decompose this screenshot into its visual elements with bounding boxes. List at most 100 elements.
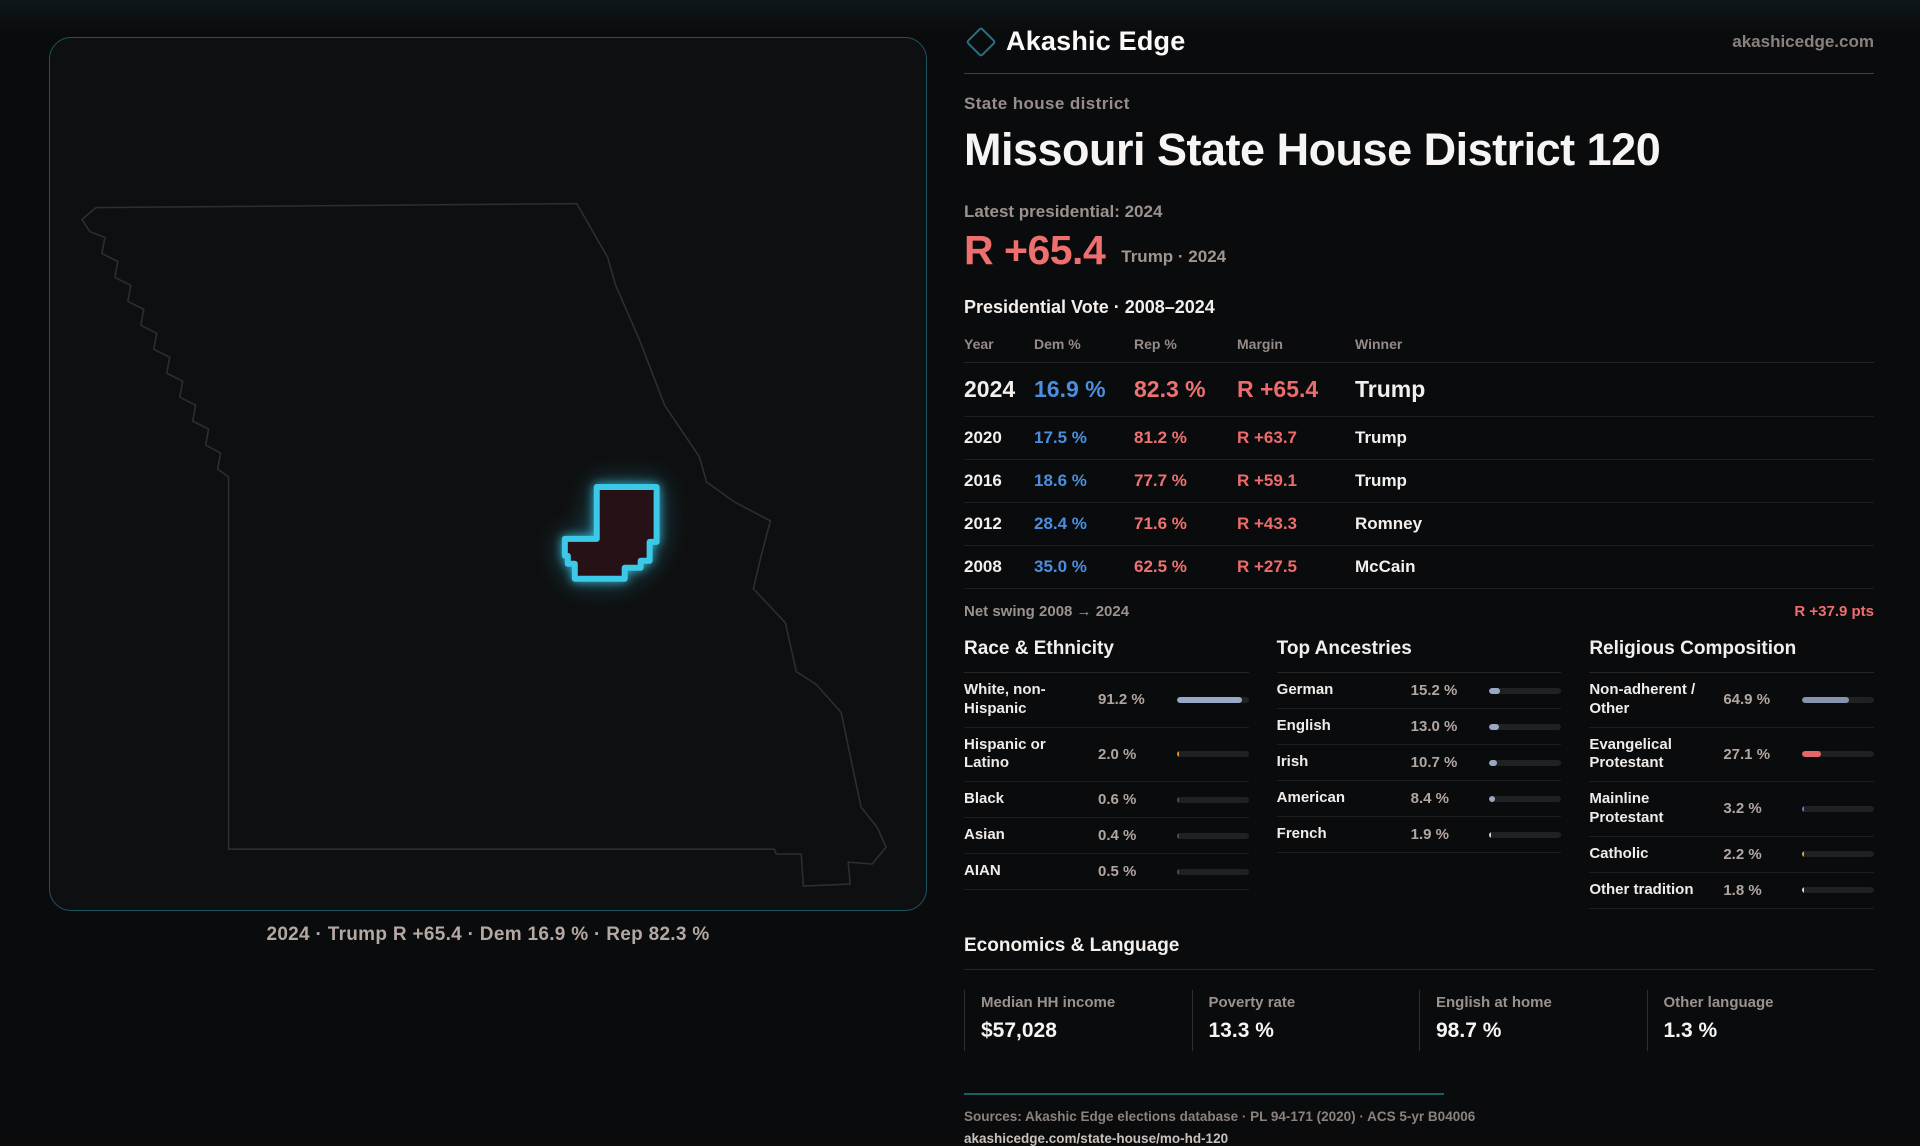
demographic-section: Religious Composition Non-adherent / Othe… xyxy=(1589,638,1874,909)
brand-domain-link[interactable]: akashicedge.com xyxy=(1732,31,1874,51)
headline: R +65.4 Trump · 2024 xyxy=(964,230,1874,271)
demographic-row: Other tradition 1.8 % xyxy=(1589,873,1874,909)
demographic-value: 3.2 % xyxy=(1723,800,1762,818)
economics-stat: Median HH income $57,028 xyxy=(964,989,1192,1051)
headline-margin: R +65.4 xyxy=(964,227,1106,273)
vote-cell-rep: 81.2 % xyxy=(1134,428,1187,447)
demographic-bar-track xyxy=(1176,796,1249,803)
demographic-bar-track xyxy=(1801,851,1874,857)
vote-column-header: Rep % xyxy=(1134,336,1177,352)
demographic-label: Asian xyxy=(964,826,1005,844)
demographic-bar-fill xyxy=(1801,851,1804,857)
demographic-bar-track xyxy=(1176,868,1249,875)
vote-column-header: Margin xyxy=(1237,336,1283,352)
vote-cell-winner: McCain xyxy=(1355,557,1416,576)
demographic-bar-track xyxy=(1489,759,1562,766)
demographic-value: 0.5 % xyxy=(1098,863,1137,880)
vote-cell-rep: 71.6 % xyxy=(1134,514,1187,533)
vote-cell-rep: 62.5 % xyxy=(1134,557,1187,576)
demographic-value: 13.0 % xyxy=(1410,718,1458,735)
economics-stat-label: Median HH income xyxy=(981,993,1116,1011)
district-map-panel xyxy=(49,37,927,911)
demographic-bar-fill xyxy=(1489,831,1492,838)
demographic-row: French 1.9 % xyxy=(1276,817,1562,853)
missouri-map xyxy=(81,202,887,887)
demographic-label: German xyxy=(1276,681,1334,699)
demographic-bar-fill xyxy=(1489,723,1499,730)
vote-cell-winner: Trump xyxy=(1355,376,1426,402)
demographic-label: Evangelical Protestant xyxy=(1589,735,1672,772)
demographic-value: 1.8 % xyxy=(1723,881,1762,899)
demographic-bar-track xyxy=(1176,696,1249,703)
detail-panel: Akashic Edge akashicedge.com State house… xyxy=(964,25,1875,1146)
economics-stat-value: 1.3 % xyxy=(1663,1018,1718,1042)
vote-table-row: 2020 17.5 % 81.2 % R +63.7 Trump xyxy=(964,417,1874,460)
demographic-value: 2.2 % xyxy=(1723,845,1762,863)
demographic-label: Irish xyxy=(1276,753,1309,771)
demographic-bar-fill xyxy=(1176,696,1243,703)
demographic-value: 0.4 % xyxy=(1098,827,1137,844)
demographic-row: Black 0.6 % xyxy=(964,782,1249,818)
demographic-value: 27.1 % xyxy=(1723,745,1771,763)
vote-cell-year: 2024 xyxy=(964,376,1016,402)
demographic-bar-track xyxy=(1176,832,1249,839)
demographic-bar-fill xyxy=(1801,751,1822,758)
vote-table: Year Dem % Rep % Margin Winner 2024 16.9 % 82.… xyxy=(964,330,1874,589)
demographic-bar-track xyxy=(1176,751,1249,758)
economics-stat: Other language 1.3 % xyxy=(1646,989,1875,1051)
net-swing-value: R +37.9 pts xyxy=(1794,603,1874,620)
demographic-value: 10.7 % xyxy=(1410,754,1458,771)
vote-column-header: Year xyxy=(964,336,994,352)
demographic-bar-fill xyxy=(1176,751,1179,758)
vote-cell-rep: 77.7 % xyxy=(1134,471,1187,490)
demographic-label: French xyxy=(1276,825,1327,843)
map-caption: 2024 · Trump R +65.4 · Dem 16.9 % · Rep … xyxy=(266,924,710,945)
vote-table-row: 2008 35.0 % 62.5 % R +27.5 McCain xyxy=(964,546,1874,589)
economics-stat: English at home 98.7 % xyxy=(1419,989,1647,1051)
demographic-value: 8.4 % xyxy=(1410,790,1450,807)
economics-stat-label: Poverty rate xyxy=(1208,993,1296,1011)
net-swing-label: Net swing 2008 → 2024 xyxy=(964,603,1130,620)
demographic-label: Other tradition xyxy=(1589,880,1694,898)
demographic-row: Asian 0.4 % xyxy=(964,818,1249,854)
demographic-value: 64.9 % xyxy=(1723,691,1771,709)
demographic-bar-fill xyxy=(1801,696,1849,703)
demographic-bar-fill xyxy=(1489,795,1496,802)
economics-grid: Median HH income $57,028 Poverty rate 13.3 … xyxy=(964,989,1875,1051)
demographic-label: American xyxy=(1276,789,1346,807)
demographic-label: Hispanic or Latino xyxy=(964,735,1046,772)
demographic-label: Catholic xyxy=(1589,844,1649,862)
vote-cell-rep: 82.3 % xyxy=(1134,376,1206,402)
vote-table-title: Presidential Vote · 2008–2024 xyxy=(964,297,1215,317)
economics-title: Economics & Language xyxy=(964,935,1874,970)
demographic-bar-fill xyxy=(1489,759,1498,766)
economics-stat-value: $57,028 xyxy=(981,1018,1057,1042)
vote-cell-winner: Trump xyxy=(1355,471,1407,490)
demographic-bar-track xyxy=(1489,723,1562,730)
section-title: Race & Ethnicity xyxy=(964,638,1249,673)
economics-stat-label: Other language xyxy=(1663,993,1774,1011)
demographic-bar-track xyxy=(1489,795,1562,802)
vote-cell-margin: R +65.4 xyxy=(1237,376,1319,402)
demographic-label: White, non-Hispanic xyxy=(964,681,1046,717)
economics-stat-value: 13.3 % xyxy=(1208,1018,1274,1042)
vote-cell-margin: R +59.1 xyxy=(1237,471,1298,490)
vote-table-body: 2024 16.9 % 82.3 % R +65.4 Trump 2020 17.5 % 81… xyxy=(964,363,1874,589)
demographic-row: American 8.4 % xyxy=(1276,781,1562,817)
demographic-row: Evangelical Protestant 27.1 % xyxy=(1589,728,1874,782)
demographic-sections: Race & Ethnicity White, non-Hispanic 91.2 … xyxy=(964,638,1874,909)
demographic-section: Top Ancestries German 15.2 % English 13.0 % I… xyxy=(1276,638,1562,909)
demographic-row: White, non-Hispanic 91.2 % xyxy=(964,673,1249,728)
vote-cell-year: 2020 xyxy=(964,428,1002,447)
demographic-bar-fill xyxy=(1801,805,1805,812)
demographic-bar-track xyxy=(1801,696,1874,703)
footer-permalink-link[interactable]: akashicedge.com/state-house/mo-hd-120 xyxy=(964,1130,1229,1146)
economics-stat: Poverty rate 13.3 % xyxy=(1191,989,1420,1051)
demographic-value: 15.2 % xyxy=(1410,682,1458,699)
demographic-bar-fill xyxy=(1176,832,1179,839)
section-title: Religious Composition xyxy=(1589,638,1874,673)
demographic-label: Black xyxy=(964,790,1005,808)
vote-cell-year: 2016 xyxy=(964,471,1002,490)
demographic-row: Hispanic or Latino 2.0 % xyxy=(964,728,1249,782)
headline-context: Trump · 2024 xyxy=(1121,247,1227,266)
